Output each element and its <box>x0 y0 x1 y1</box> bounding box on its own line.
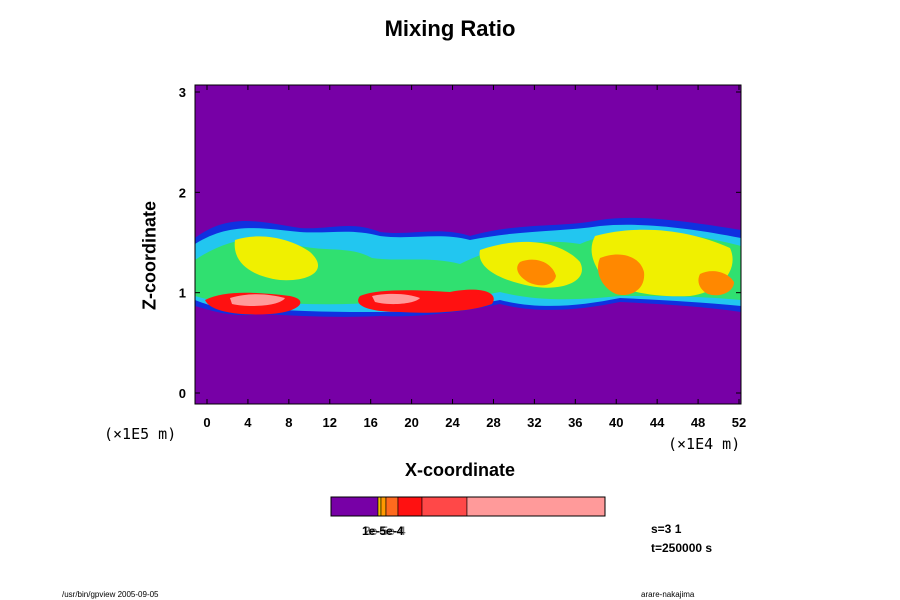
y-tick-label: 2 <box>179 185 186 200</box>
x-tick-label: 8 <box>285 415 292 430</box>
plot-frame <box>194 84 742 405</box>
t-label: t=250000 s <box>651 541 713 555</box>
colorbar-segment <box>377 496 382 517</box>
s-label: s=3 1 <box>651 522 682 536</box>
x-axis: 0 4 8 12 16 20 24 28 32 36 40 44 48 52 <box>203 85 746 430</box>
x-tick-label: 32 <box>527 415 541 430</box>
colorbar-segment <box>330 496 379 517</box>
x-tick-label: 44 <box>650 415 665 430</box>
footer-right: arare-nakajima <box>641 590 695 599</box>
colorbar <box>330 496 606 517</box>
colorbar-segment <box>421 496 468 517</box>
y-tick-label: 0 <box>179 386 186 401</box>
y-tick-label: 1 <box>179 286 186 301</box>
colorbar-label: 1e-5e-4 <box>362 524 404 538</box>
chart-title: Mixing Ratio <box>384 16 516 41</box>
x-tick-label: 48 <box>691 415 705 430</box>
colorbar-segment <box>466 496 606 517</box>
x-axis-label: X-coordinate <box>404 460 515 480</box>
cloud-band-orange <box>517 254 734 296</box>
x-tick-label: 16 <box>363 415 377 430</box>
y-scale-label: (×1E5 m) <box>104 425 177 443</box>
colorbar-segment <box>385 496 399 517</box>
y-tick-label: 3 <box>179 85 186 100</box>
x-tick-label: 28 <box>486 415 500 430</box>
colorbar-label-overlay: 2e-5e-4 <box>364 524 406 538</box>
footer-left: /usr/bin/gpview 2005-09-05 <box>62 590 159 599</box>
y-axis-label: Z-coordinate <box>139 201 160 311</box>
lower-layer-red <box>205 289 494 315</box>
x-tick-label: 24 <box>445 415 460 430</box>
lower-layer-pink <box>230 293 420 306</box>
colorbar-frame <box>330 496 606 517</box>
x-tick-label: 4 <box>244 415 252 430</box>
heatmap-field <box>195 85 741 404</box>
x-tick-label: 0 <box>203 415 210 430</box>
x-tick-label: 40 <box>609 415 623 430</box>
y-axis: 0 1 2 3 <box>179 85 741 401</box>
x-tick-label: 36 <box>568 415 582 430</box>
colorbar-segment <box>380 496 387 517</box>
x-tick-label: 20 <box>404 415 418 430</box>
x-tick-label: 52 <box>732 415 746 430</box>
colorbar-segment <box>397 496 423 517</box>
x-scale-label: (×1E4 m) <box>668 435 741 453</box>
x-tick-label: 12 <box>323 415 337 430</box>
